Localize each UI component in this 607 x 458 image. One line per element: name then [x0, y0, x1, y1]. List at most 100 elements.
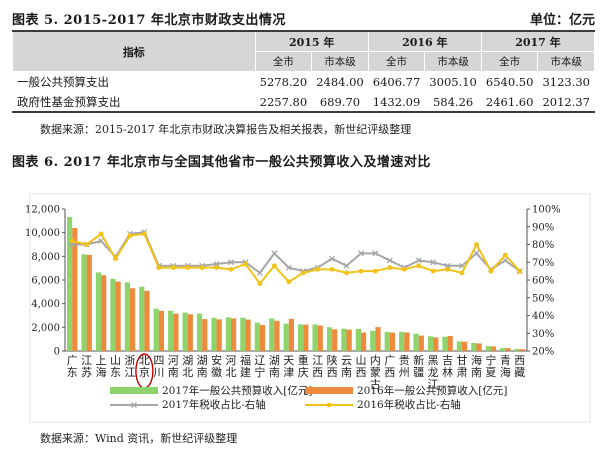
point-2017-tax-share	[473, 250, 480, 257]
bar-2017	[298, 324, 304, 351]
y-left-tick-label: 4,000	[31, 299, 60, 310]
x-tick-label: 河	[168, 354, 179, 367]
point-2016-tax-share	[113, 256, 118, 262]
bar-2017	[211, 317, 217, 351]
y-right-tick-label: 50%	[532, 293, 554, 304]
legend-swatch	[110, 387, 158, 394]
x-tick-label: 海	[96, 365, 107, 379]
bar-2016	[360, 332, 367, 351]
x-tick-label: 江	[428, 378, 439, 391]
point-2016-tax-share	[445, 266, 450, 272]
legend-marker	[131, 402, 137, 408]
figure-source-note: 数据来源：Wind 资讯，新世纪评级整理	[40, 432, 238, 445]
y-left-tick-label: 0	[54, 347, 60, 358]
x-tick-label: 南	[168, 366, 179, 379]
x-tick-label: 黑	[428, 354, 439, 367]
point-2016-tax-share	[502, 252, 508, 258]
x-tick-label: 海	[471, 353, 482, 367]
x-tick-label: 林	[442, 365, 453, 379]
bar-2017	[500, 348, 506, 351]
y-right-tick-label: 20%	[532, 347, 554, 358]
table-cell: 2461.60	[480, 91, 539, 113]
x-tick-label: 龙	[428, 366, 439, 379]
point-2016-tax-share	[474, 242, 479, 247]
bar-2017	[139, 286, 145, 351]
point-2016-tax-share	[459, 270, 465, 276]
y-right-tick-label: 90%	[532, 222, 554, 233]
legend-label: 2016年一般公共预算收入[亿元]	[357, 384, 507, 397]
bar-2017	[168, 310, 174, 351]
bar-2016	[259, 324, 266, 351]
sub-header: 全市	[367, 51, 426, 72]
x-tick-label: 甘	[457, 354, 468, 367]
x-tick-label: 江	[312, 354, 323, 367]
legend-label: 2017年税收占比-右轴	[162, 398, 266, 411]
y-right-tick-label: 30%	[532, 329, 554, 340]
fiscal-expenditure-table: 指标 2015 年 2016 年 2017 年 全市 市本级 全市 市本级 全市…	[12, 30, 596, 113]
table-cell: 2257.80	[254, 91, 313, 113]
table-source-note: 数据来源：2015-2017 年北京市财政决算报告及相关报表，新世纪评级整理	[40, 123, 412, 136]
point-2017-tax-share	[372, 250, 379, 257]
x-tick-label: 南	[471, 366, 482, 379]
sub-header: 全市	[480, 51, 539, 72]
point-2017-tax-share	[444, 262, 451, 269]
x-tick-label: 福	[240, 353, 251, 367]
bar-2016	[216, 319, 222, 351]
point-2017-tax-share	[430, 259, 437, 266]
row-label: 政府性基金预算支出	[12, 91, 256, 113]
point-2016-tax-share	[156, 265, 162, 270]
point-2016-tax-share	[488, 268, 494, 274]
x-tick-label: 上	[96, 354, 107, 367]
bar-2017	[384, 331, 390, 351]
bar-2016	[447, 336, 453, 351]
x-tick-label: 苏	[81, 366, 92, 379]
x-tick-label: 庆	[298, 365, 309, 379]
bar-2017	[355, 328, 361, 351]
sub-header: 市本级	[537, 51, 595, 72]
bar-2016	[274, 320, 280, 351]
table-cell: 2012.37	[537, 91, 595, 113]
bar-2016	[115, 281, 121, 351]
x-tick-label: 西	[384, 366, 395, 379]
x-tick-label: 辽	[254, 354, 265, 367]
x-tick-label: 湖	[269, 354, 280, 367]
x-tick-label: 吉	[442, 354, 453, 367]
x-tick-label: 北	[182, 366, 193, 379]
bar-2017	[471, 343, 477, 351]
point-2017-tax-share	[256, 269, 263, 276]
bar-2017	[456, 341, 463, 351]
x-tick-label: 蒙	[370, 366, 381, 379]
bar-2017	[254, 322, 260, 351]
point-2016-tax-share	[416, 263, 422, 269]
bar-2017	[326, 327, 333, 351]
line-2016-tax-share	[71, 232, 521, 286]
x-tick-label: 北	[139, 354, 150, 367]
bar-2017	[182, 312, 188, 351]
point-2017-tax-share	[386, 257, 393, 264]
y-right-tick-label: 70%	[532, 258, 554, 269]
bar-2016	[303, 324, 309, 351]
bar-2016	[346, 329, 352, 351]
bar-2016	[462, 341, 468, 351]
header-year-2017: 2017 年	[480, 30, 596, 52]
point-2016-tax-share	[257, 281, 263, 286]
x-tick-label: 徽	[211, 365, 222, 379]
point-2017-tax-share	[228, 259, 234, 266]
point-2017-tax-share	[98, 237, 105, 244]
x-tick-label: 西	[355, 366, 366, 379]
table-unit: 单位：亿元	[529, 13, 595, 28]
point-2017-tax-share	[358, 250, 364, 257]
revenue-comparison-chart: 0 2,000 4,000 6,000 8,000 10,000 12,000 20% 30% 4…	[25, 193, 591, 423]
x-tick-label: 南	[269, 366, 280, 379]
x-tick-label: 南	[197, 366, 208, 379]
point-2016-tax-share	[358, 268, 364, 274]
bar-2016	[476, 343, 482, 351]
point-2016-tax-share	[300, 270, 306, 276]
point-2016-tax-share	[214, 265, 219, 270]
bar-2016	[231, 318, 237, 351]
bar-2016	[519, 349, 525, 351]
x-tick-label: 湖	[182, 354, 193, 367]
x-tick-label: 云	[341, 354, 352, 367]
bar-2016	[505, 348, 511, 351]
table-row: 一般公共预算支出 5278.20 2484.00 6406.77 3005.10…	[12, 71, 595, 92]
